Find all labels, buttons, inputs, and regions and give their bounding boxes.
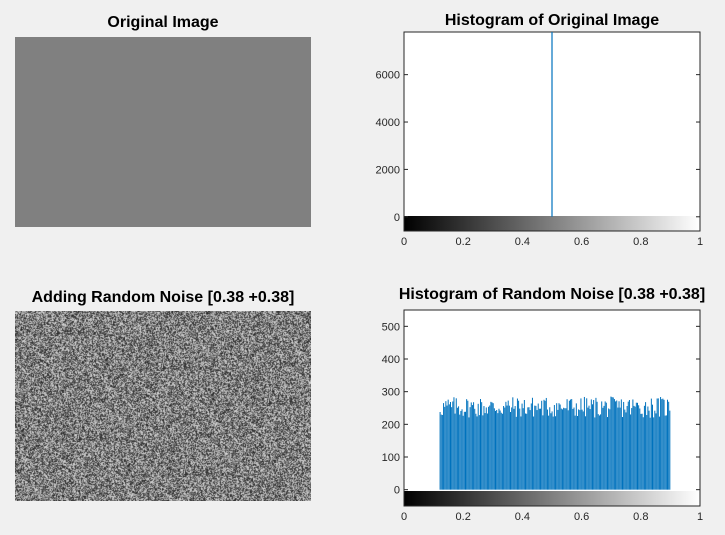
hist1-ytick-label: 0	[394, 212, 400, 224]
hist1-xtick-label: 0	[401, 236, 407, 248]
hist2-ytick-label: 200	[382, 419, 400, 431]
hist1-ytick-label: 2000	[376, 164, 400, 176]
hist2-xtick-label: 0.4	[515, 511, 530, 523]
hist2-xtick-label: 0.2	[456, 511, 471, 523]
original-image-title: Original Image	[107, 14, 219, 31]
noise-image-title: Adding Random Noise [0.38 +0.38]	[31, 289, 295, 306]
original-histogram-title: Histogram of Original Image	[444, 12, 660, 29]
hist1-xtick-label: 1	[697, 236, 703, 248]
hist2-xtick-label: 0.6	[574, 511, 589, 523]
hist1-ytick-label: 6000	[376, 70, 400, 82]
hist2-ytick-label: 500	[382, 321, 400, 333]
hist1-colorbar	[404, 216, 700, 231]
hist2-ytick-label: 100	[382, 452, 400, 464]
hist2-xtick-label: 1	[697, 511, 703, 523]
hist1-xtick-label: 0.8	[633, 236, 648, 248]
hist1-xtick-label: 0.4	[515, 236, 530, 248]
hist2-ytick-label: 0	[394, 485, 400, 497]
hist2-axes-frame	[403, 309, 701, 507]
hist2-ytick-label: 400	[382, 354, 400, 366]
hist1-ytick-label: 4000	[376, 117, 400, 129]
noise-histogram-title: Histogram of Random Noise [0.38 +0.38]	[398, 286, 706, 303]
hist2-ytick-label: 300	[382, 387, 400, 399]
hist2-xtick-label: 0.8	[633, 511, 648, 523]
hist1-xtick-label: 0.6	[574, 236, 589, 248]
hist2-colorbar	[404, 491, 700, 506]
original-gray-image	[15, 37, 311, 227]
noise-image	[15, 311, 311, 501]
hist2-xtick-label: 0	[401, 511, 407, 523]
hist1-xtick-label: 0.2	[456, 236, 471, 248]
